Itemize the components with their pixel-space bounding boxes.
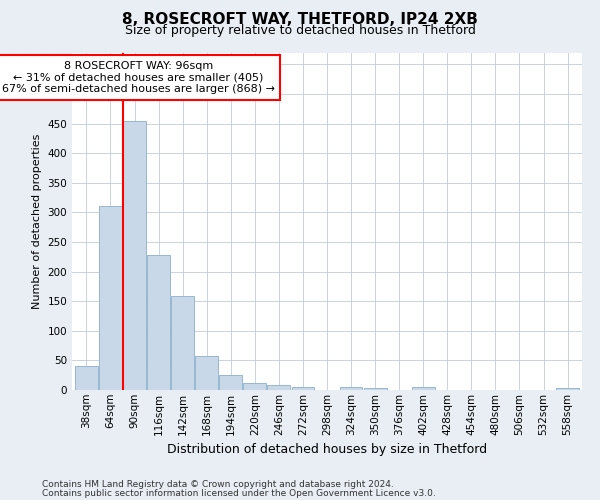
Text: 8 ROSECROFT WAY: 96sqm
← 31% of detached houses are smaller (405)
67% of semi-de: 8 ROSECROFT WAY: 96sqm ← 31% of detached… [2, 61, 275, 94]
Bar [171, 296, 194, 390]
Y-axis label: Number of detached properties: Number of detached properties [32, 134, 42, 309]
Bar [75, 366, 98, 390]
Bar [220, 375, 242, 390]
Bar [412, 387, 434, 390]
Text: 8, ROSECROFT WAY, THETFORD, IP24 2XB: 8, ROSECROFT WAY, THETFORD, IP24 2XB [122, 12, 478, 28]
Bar [147, 255, 170, 390]
Bar [268, 386, 290, 390]
Text: Size of property relative to detached houses in Thetford: Size of property relative to detached ho… [125, 24, 475, 37]
Bar [244, 383, 266, 390]
Text: Contains HM Land Registry data © Crown copyright and database right 2024.: Contains HM Land Registry data © Crown c… [42, 480, 394, 489]
Bar [340, 387, 362, 390]
Bar [99, 206, 122, 390]
Bar [364, 388, 386, 390]
X-axis label: Distribution of detached houses by size in Thetford: Distribution of detached houses by size … [167, 443, 487, 456]
Bar [123, 120, 146, 390]
Bar [195, 356, 218, 390]
Bar [556, 388, 579, 390]
Text: Contains public sector information licensed under the Open Government Licence v3: Contains public sector information licen… [42, 488, 436, 498]
Bar [292, 387, 314, 390]
